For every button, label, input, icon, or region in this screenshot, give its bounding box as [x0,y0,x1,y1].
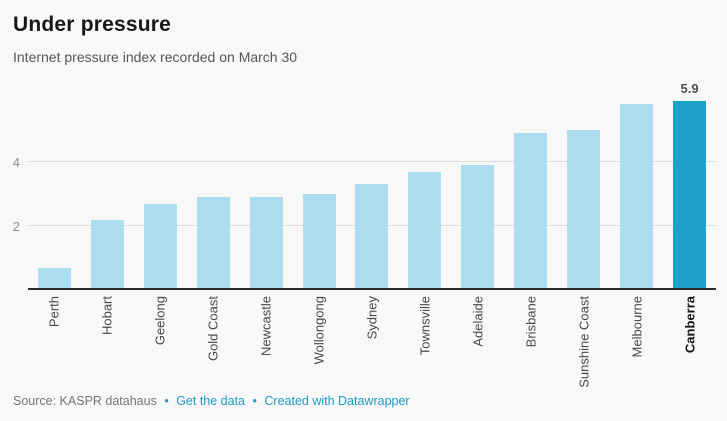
bar[interactable] [249,197,283,290]
x-axis-label: Canberra [682,296,698,354]
plot-area: 5.9 2 4 [13,72,716,290]
bars-container: 5.9 [28,72,716,290]
x-axis-label: Hobart [99,296,115,336]
bar-chart: 5.9 2 4 Perth Hobart Geelong Gold Coast Newca… [13,72,716,394]
x-label-slot: Melbourne [610,290,663,394]
bar[interactable] [514,133,548,290]
x-label-slot: Wollongong [293,290,346,394]
x-label-slot: Hobart [81,290,134,394]
bar-slot [81,72,134,290]
bar-highlighted[interactable] [673,101,707,290]
bar-slot [398,72,451,290]
x-label-slot: Geelong [134,290,187,394]
y-tick-label: 4 [12,155,20,170]
x-label-slot: Perth [28,290,81,394]
bar[interactable] [408,171,442,290]
chart-header: Under pressure Internet pressure index r… [13,13,714,65]
bar-slot [28,72,81,290]
bar[interactable] [355,184,389,290]
x-axis-label: Adelaide [470,296,486,347]
x-axis-label: Geelong [152,296,168,346]
bar[interactable] [196,197,230,290]
gridline-y-4 [28,161,716,162]
x-axis-label: Wollongong [311,296,327,365]
footer-separator: • [252,394,257,408]
x-axis-label: Brisbane [523,296,539,348]
bar[interactable] [90,219,124,290]
bar-slot: 5.9 [663,72,716,290]
x-axis-label: Sunshine Coast [576,296,592,388]
x-label-slot: Townsville [398,290,451,394]
x-label-slot: Sydney [346,290,399,394]
x-axis-label: Newcastle [258,296,274,356]
bar-slot [557,72,610,290]
x-axis-label: Sydney [364,296,380,340]
x-axis-line [28,288,716,290]
x-label-slot: Sunshine Coast [557,290,610,394]
footer-separator: • [164,394,169,408]
bar[interactable] [620,104,654,290]
x-axis-label: Melbourne [629,296,645,358]
bar[interactable] [567,130,601,290]
footer: Source: KASPR datahaus • Get the data • … [13,394,410,408]
bar[interactable] [143,203,177,290]
chart-title: Under pressure [13,13,172,36]
bar[interactable] [461,165,495,290]
x-label-slot: Adelaide [451,290,504,394]
bar[interactable] [302,194,336,290]
get-the-data-link[interactable]: Get the data [176,394,246,408]
bar-slot [240,72,293,290]
bar[interactable] [37,267,71,290]
x-label-slot: Newcastle [240,290,293,394]
bar-slot [451,72,504,290]
bar-slot [293,72,346,290]
source-text: Source: KASPR datahaus [13,394,157,408]
bar-slot [187,72,240,290]
value-label: 5.9 [680,81,699,97]
x-axis-label: Gold Coast [205,296,221,362]
chart-subtitle: Internet pressure index recorded on Marc… [13,49,298,65]
bar-slot [504,72,557,290]
bar-slot [134,72,187,290]
bar-slot [610,72,663,290]
datawrapper-link[interactable]: Created with Datawrapper [264,394,410,408]
x-axis-label: Townsville [417,296,433,356]
x-label-slot: Brisbane [504,290,557,394]
x-label-slot: Gold Coast [187,290,240,394]
x-axis-labels: Perth Hobart Geelong Gold Coast Newcastle Wol… [28,290,716,394]
y-tick-label: 2 [12,219,20,234]
x-label-slot: Canberra [663,290,716,394]
bar-slot [346,72,399,290]
x-axis-label: Perth [46,296,62,328]
